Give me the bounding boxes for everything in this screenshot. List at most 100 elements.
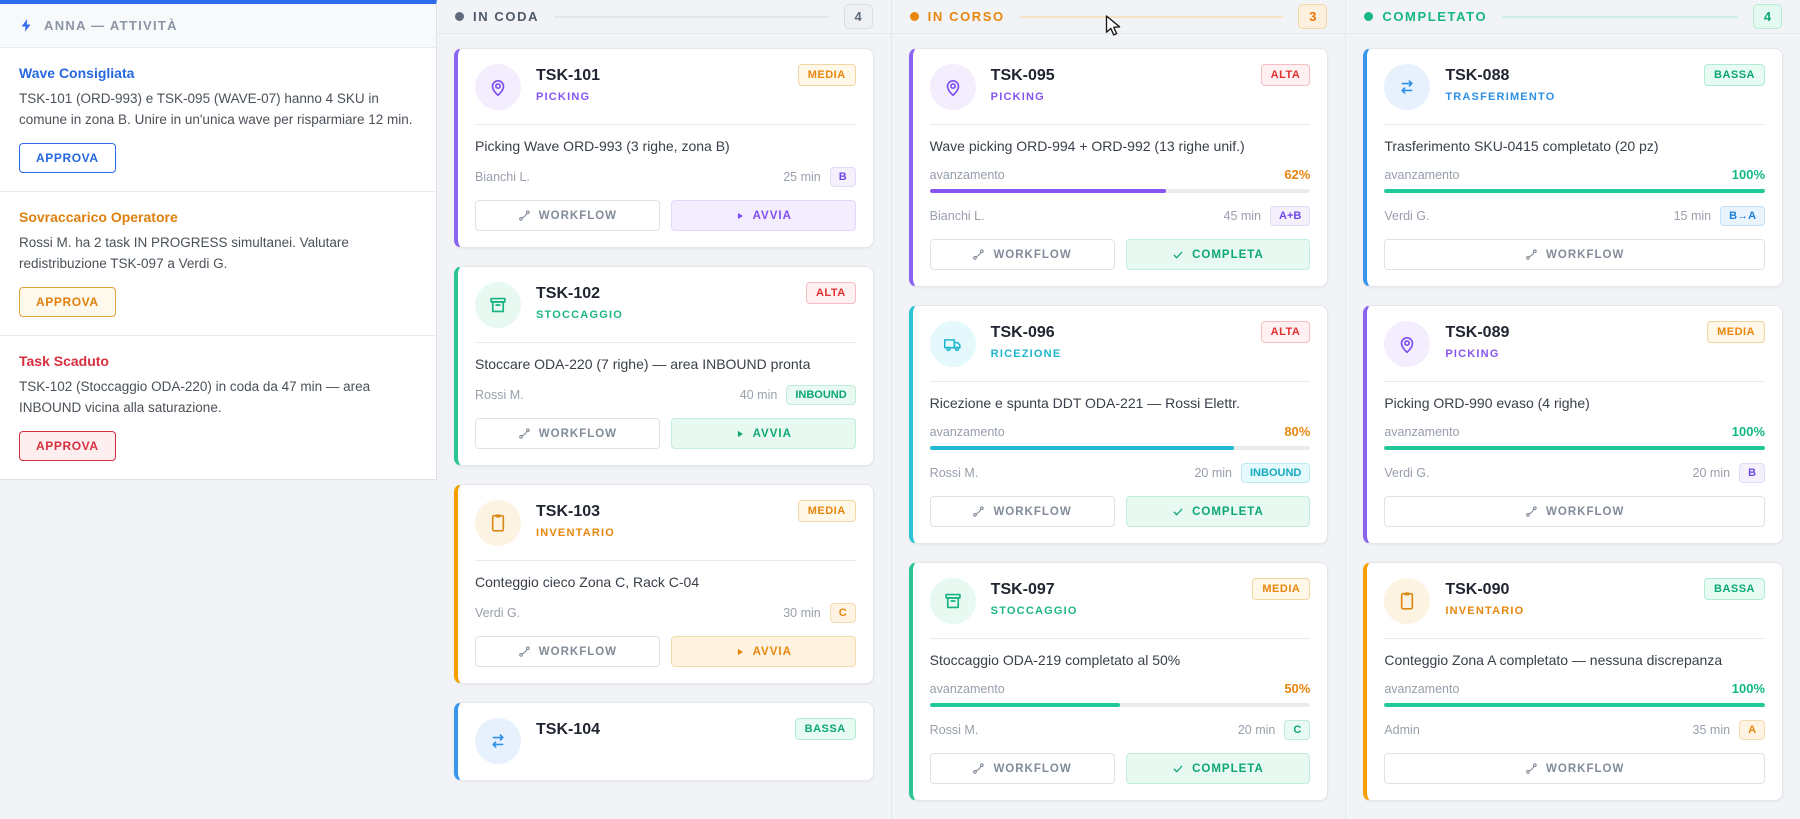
complete-button[interactable]: COMPLETA (1125, 496, 1311, 527)
progress-row: avanzamento 100% (1384, 681, 1765, 696)
card-divider (929, 124, 1311, 125)
task-card[interactable]: TSK-090 INVENTARIO BASSA Conteggio Zona … (1363, 562, 1784, 801)
suggestion-card: Sovraccarico Operatore Rossi M. ha 2 tas… (0, 191, 436, 335)
approve-button[interactable]: APPROVA (19, 143, 116, 174)
transfer-arrows-icon (492, 734, 504, 748)
workflow-button[interactable]: WORKFLOW (1384, 239, 1766, 270)
task-card[interactable]: TSK-101 PICKING MEDIA Picking Wave ORD-9… (454, 48, 874, 248)
task-type-label: STOCCAGGIO (990, 605, 1078, 617)
play-icon (737, 430, 743, 437)
task-card[interactable]: TSK-103 INVENTARIO MEDIA Conteggio cieco… (454, 484, 874, 684)
clipboard-icon (1401, 592, 1414, 610)
column-header: COMPLETATO 4 (1346, 0, 1800, 34)
workflow-button-label: WORKFLOW (993, 505, 1072, 518)
assistant-sidebar: ANNA — ATTIVITÀ Wave Consigliata TSK-101… (0, 0, 437, 481)
workflow-button-label: WORKFLOW (1546, 248, 1625, 261)
task-description: Picking ORD-990 evaso (4 righe) (1384, 395, 1590, 411)
task-type-icon-circle (929, 64, 976, 110)
task-type-icon-circle (475, 500, 521, 546)
start-button-label: AVVIA (752, 645, 792, 658)
assignee-name: Verdi G. (1384, 466, 1430, 480)
priority-badge: BASSA (1704, 64, 1766, 86)
task-id-type: TSK-104 (536, 718, 600, 739)
assignee-name: Rossi M. (929, 723, 979, 737)
approve-button[interactable]: APPROVA (19, 431, 116, 462)
column-body: TSK-088 TRASFERIMENTO BASSA Trasferiment… (1346, 34, 1800, 801)
task-type-icon-circle (475, 64, 521, 110)
task-card-header: TSK-089 PICKING MEDIA (1384, 321, 1766, 367)
task-id: TSK-103 (536, 503, 601, 520)
assignee-name: Rossi M. (929, 466, 979, 480)
complete-button[interactable]: COMPLETA (1125, 753, 1311, 784)
status-dot-icon (1364, 12, 1374, 21)
workflow-button[interactable]: WORKFLOW (475, 636, 660, 667)
clipboard-icon (491, 514, 505, 532)
workflow-button[interactable]: WORKFLOW (929, 239, 1115, 270)
zone-badge: B (829, 167, 856, 187)
task-card[interactable]: TSK-096 RICEZIONE ALTA Ricezione e spunt… (908, 305, 1329, 544)
task-id: TSK-088 (1445, 67, 1510, 84)
assignee-name: Bianchi L. (929, 209, 985, 223)
workflow-branch-icon (1526, 763, 1537, 774)
card-divider (475, 342, 856, 343)
task-type-label: RICEZIONE (990, 348, 1062, 360)
column-title: COMPLETATO (1382, 9, 1488, 24)
task-card[interactable]: TSK-102 STOCCAGGIO ALTA Stoccare ODA-220… (454, 266, 874, 466)
workflow-button[interactable]: WORKFLOW (1384, 753, 1766, 784)
column-title: IN CODA (473, 9, 540, 24)
task-id: TSK-097 (990, 581, 1055, 598)
assignee-name: Bianchi L. (475, 170, 530, 184)
progress-row: avanzamento 80% (930, 424, 1311, 439)
start-button[interactable]: AVVIA (670, 200, 856, 231)
start-button[interactable]: AVVIA (670, 418, 856, 449)
check-icon (1173, 251, 1183, 258)
complete-button[interactable]: COMPLETA (1125, 239, 1311, 270)
workflow-button[interactable]: WORKFLOW (1384, 496, 1766, 527)
task-card-header: TSK-097 STOCCAGGIO MEDIA (929, 578, 1311, 624)
zone-badge: B→A (1720, 206, 1766, 226)
duration-label: 30 min (783, 606, 821, 620)
workflow-button-label: WORKFLOW (538, 427, 618, 440)
assignee-name: Verdi G. (475, 606, 521, 620)
progress-percent: 50% (1284, 681, 1311, 696)
transfer-arrows-icon (1401, 80, 1413, 94)
task-card-header: TSK-102 STOCCAGGIO ALTA (475, 282, 856, 328)
progress-fill (929, 189, 1166, 193)
task-actions: WORKFLOW AVVIA (475, 200, 856, 231)
task-card[interactable]: TSK-088 TRASFERIMENTO BASSA Trasferiment… (1363, 48, 1784, 287)
task-type-icon-circle (1384, 321, 1431, 367)
progress-label: avanzamento (929, 682, 1005, 696)
card-divider (1384, 381, 1766, 382)
suggestion-body: TSK-101 (ORD-993) e TSK-095 (WAVE-07) ha… (19, 91, 413, 127)
task-card[interactable]: TSK-104 BASSA (454, 702, 874, 781)
task-card[interactable]: TSK-089 PICKING MEDIA Picking ORD-990 ev… (1363, 305, 1784, 544)
workflow-button[interactable]: WORKFLOW (475, 200, 660, 231)
start-button[interactable]: AVVIA (670, 636, 856, 667)
task-card[interactable]: TSK-097 STOCCAGGIO MEDIA Stoccaggio ODA-… (908, 562, 1329, 801)
card-divider (929, 638, 1311, 639)
task-card-footer: Admin 35 min A (1384, 720, 1766, 740)
task-card-footer: Verdi G. 20 min B (1384, 463, 1766, 483)
approve-button[interactable]: APPROVA (19, 287, 116, 318)
task-card[interactable]: TSK-095 PICKING ALTA Wave picking ORD-99… (908, 48, 1329, 287)
assistant-title: ANNA — ATTIVITÀ (44, 18, 178, 33)
card-divider (1384, 124, 1766, 125)
task-description: Stoccaggio ODA-219 completato al 50% (929, 652, 1181, 668)
progress-row: avanzamento 62% (930, 167, 1311, 182)
check-icon (1173, 765, 1183, 772)
workflow-button-label: WORKFLOW (993, 248, 1072, 261)
workflow-button[interactable]: WORKFLOW (929, 753, 1115, 784)
assistant-header: ANNA — ATTIVITÀ (0, 4, 436, 48)
zone-badge: B (1739, 463, 1766, 483)
duration-label: 45 min (1223, 209, 1262, 223)
task-actions: WORKFLOW (1384, 753, 1766, 784)
duration-label: 20 min (1194, 466, 1232, 480)
priority-badge: MEDIA (1707, 321, 1766, 343)
task-id: TSK-089 (1445, 324, 1510, 341)
workflow-button[interactable]: WORKFLOW (475, 418, 660, 449)
workflow-button[interactable]: WORKFLOW (929, 496, 1115, 527)
progress-track (929, 446, 1311, 450)
suggestion-body: Rossi M. ha 2 task IN PROGRESS simultane… (19, 235, 349, 271)
column-count-badge: 4 (1753, 4, 1783, 29)
task-actions: WORKFLOW COMPLETA (929, 239, 1311, 270)
